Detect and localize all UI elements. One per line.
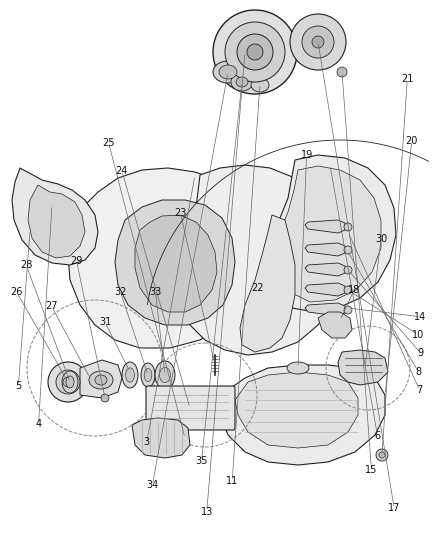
Polygon shape: [235, 372, 358, 448]
Circle shape: [344, 246, 352, 254]
Polygon shape: [276, 166, 381, 302]
Polygon shape: [305, 263, 345, 276]
Circle shape: [344, 286, 352, 294]
Ellipse shape: [89, 371, 113, 389]
Text: 28: 28: [20, 261, 32, 270]
Ellipse shape: [122, 362, 138, 388]
Polygon shape: [305, 283, 345, 296]
Circle shape: [302, 26, 334, 58]
Polygon shape: [268, 155, 396, 312]
Circle shape: [312, 36, 324, 48]
Ellipse shape: [287, 362, 309, 374]
Text: 13: 13: [201, 507, 213, 516]
Ellipse shape: [159, 367, 170, 383]
Text: 35: 35: [195, 456, 208, 466]
Polygon shape: [318, 312, 352, 338]
Polygon shape: [28, 185, 85, 258]
Ellipse shape: [213, 61, 243, 83]
Text: 30: 30: [375, 234, 387, 244]
Text: 4: 4: [35, 419, 42, 429]
Text: 23: 23: [174, 208, 187, 218]
Text: 14: 14: [413, 312, 426, 321]
Polygon shape: [305, 303, 345, 316]
Ellipse shape: [219, 65, 237, 79]
Circle shape: [376, 449, 388, 461]
Text: 15: 15: [365, 465, 378, 475]
Text: 18: 18: [348, 286, 360, 295]
Text: 29: 29: [71, 256, 83, 266]
Polygon shape: [180, 165, 342, 355]
Text: 17: 17: [388, 504, 400, 513]
Text: 5: 5: [15, 381, 21, 391]
Circle shape: [344, 266, 352, 274]
Polygon shape: [68, 168, 268, 348]
Circle shape: [247, 44, 263, 60]
Text: 21: 21: [401, 74, 413, 84]
Text: 7: 7: [417, 385, 423, 395]
Text: 31: 31: [99, 318, 111, 327]
Ellipse shape: [95, 375, 107, 385]
Text: 3: 3: [144, 438, 150, 447]
Text: 8: 8: [415, 367, 421, 376]
Circle shape: [337, 67, 347, 77]
Polygon shape: [132, 418, 190, 458]
Ellipse shape: [144, 368, 152, 382]
Text: 11: 11: [226, 477, 238, 486]
Ellipse shape: [155, 361, 175, 389]
Ellipse shape: [251, 78, 269, 92]
Circle shape: [63, 377, 73, 387]
Polygon shape: [305, 243, 345, 256]
Polygon shape: [80, 360, 122, 398]
Text: 10: 10: [412, 330, 424, 340]
Circle shape: [290, 14, 346, 70]
FancyBboxPatch shape: [146, 386, 235, 430]
Polygon shape: [338, 350, 388, 385]
Ellipse shape: [66, 376, 74, 388]
Ellipse shape: [126, 368, 134, 382]
Circle shape: [48, 362, 88, 402]
Text: 32: 32: [114, 287, 127, 297]
Text: 33: 33: [149, 287, 162, 297]
Circle shape: [56, 370, 80, 394]
Circle shape: [344, 223, 352, 231]
Text: 6: 6: [374, 431, 381, 441]
Circle shape: [237, 34, 273, 70]
Ellipse shape: [236, 77, 248, 87]
Text: 34: 34: [146, 480, 159, 490]
Text: 22: 22: [251, 283, 264, 293]
Polygon shape: [135, 215, 217, 312]
Text: 25: 25: [102, 138, 115, 148]
Polygon shape: [12, 168, 98, 265]
Text: 27: 27: [46, 302, 58, 311]
Polygon shape: [240, 215, 295, 352]
Polygon shape: [305, 220, 345, 233]
Text: 9: 9: [417, 348, 424, 358]
Text: 26: 26: [11, 287, 23, 297]
Circle shape: [344, 306, 352, 314]
Ellipse shape: [231, 73, 253, 91]
Text: 24: 24: [116, 166, 128, 175]
Circle shape: [225, 22, 285, 82]
Circle shape: [213, 10, 297, 94]
Ellipse shape: [62, 371, 78, 393]
Polygon shape: [218, 365, 385, 465]
Polygon shape: [115, 200, 235, 325]
Ellipse shape: [141, 363, 155, 387]
Circle shape: [101, 394, 109, 402]
Text: 20: 20: [406, 136, 418, 146]
Text: 19: 19: [300, 150, 313, 159]
Circle shape: [379, 452, 385, 458]
